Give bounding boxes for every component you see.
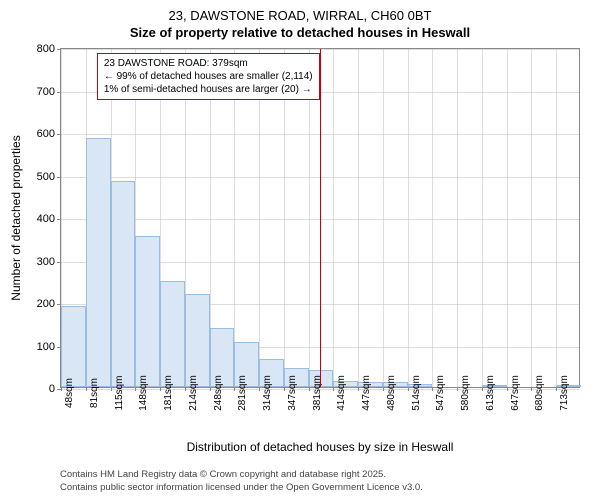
x-tick-label: 580sqm [460,375,471,411]
grid-line-vertical [383,49,384,387]
x-tick-mark [309,387,310,391]
y-tick-label: 600 [37,128,55,140]
histogram-bar [61,306,86,387]
x-tick-mark [383,387,384,391]
x-tick-mark [432,387,433,391]
x-tick-label: 480sqm [386,375,397,411]
x-tick-label: 547sqm [435,375,446,411]
y-tick-label: 300 [37,256,55,268]
histogram-bar [86,138,111,387]
chart-title-sub: Size of property relative to detached ho… [0,23,600,40]
grid-line-vertical [556,49,557,387]
x-tick-mark [135,387,136,391]
x-tick-label: 81sqm [89,378,100,408]
x-tick-label: 613sqm [485,375,496,411]
footer-line-1: Contains HM Land Registry data © Crown c… [60,469,423,481]
histogram-bar [135,236,160,387]
annotation-line: 1% of semi-detached houses are larger (2… [104,83,313,96]
y-tick-label: 700 [37,86,55,98]
x-tick-mark [482,387,483,391]
y-tick-label: 500 [37,171,55,183]
x-tick-label: 248sqm [213,375,224,411]
histogram-bar [111,181,136,387]
x-tick-label: 514sqm [411,375,422,411]
x-tick-mark [408,387,409,391]
chart-container: 23, DAWSTONE ROAD, WIRRAL, CH60 0BT Size… [0,0,600,500]
marker-line [320,49,321,387]
x-tick-label: 148sqm [138,375,149,411]
y-tick-label: 400 [37,213,55,225]
y-tick-label: 800 [37,43,55,55]
plot-area: 010020030040050060070080048sqm81sqm115sq… [60,48,580,388]
x-tick-label: 281sqm [237,375,248,411]
grid-line-vertical [507,49,508,387]
x-tick-label: 713sqm [559,375,570,411]
x-tick-mark [210,387,211,391]
footer-attribution: Contains HM Land Registry data © Crown c… [60,469,423,494]
x-tick-label: 680sqm [534,375,545,411]
grid-line-vertical [457,49,458,387]
x-tick-mark [160,387,161,391]
y-tick-label: 100 [37,341,55,353]
footer-line-2: Contains public sector information licen… [60,482,423,494]
y-tick-label: 0 [49,383,55,395]
x-tick-mark [185,387,186,391]
x-tick-mark [457,387,458,391]
x-tick-mark [333,387,334,391]
histogram-bar [185,294,210,387]
x-tick-mark [284,387,285,391]
x-tick-label: 48sqm [64,378,75,408]
x-tick-label: 314sqm [262,375,273,411]
x-tick-label: 447sqm [361,375,372,411]
annotation-box: 23 DAWSTONE ROAD: 379sqm← 99% of detache… [97,53,320,100]
grid-line-vertical [482,49,483,387]
x-tick-label: 181sqm [163,375,174,411]
chart-title-main: 23, DAWSTONE ROAD, WIRRAL, CH60 0BT [0,0,600,23]
x-tick-label: 115sqm [114,376,125,411]
annotation-line: 23 DAWSTONE ROAD: 379sqm [104,57,313,70]
y-axis-label: Number of detached properties [9,135,23,300]
x-tick-label: 347sqm [287,375,298,411]
x-tick-mark [507,387,508,391]
grid-line-vertical [432,49,433,387]
x-axis-label: Distribution of detached houses by size … [60,440,580,454]
x-tick-mark [531,387,532,391]
x-tick-mark [61,387,62,391]
x-tick-mark [86,387,87,391]
x-tick-label: 414sqm [336,375,347,411]
grid-line-vertical [408,49,409,387]
grid-line-vertical [333,49,334,387]
x-tick-label: 381sqm [312,375,323,411]
y-tick-label: 200 [37,298,55,310]
x-tick-mark [358,387,359,391]
x-tick-mark [556,387,557,391]
x-tick-label: 647sqm [510,375,521,411]
x-tick-label: 214sqm [188,375,199,411]
grid-line-vertical [358,49,359,387]
grid-line-vertical [531,49,532,387]
x-tick-mark [111,387,112,391]
histogram-bar [160,281,185,387]
x-tick-mark [259,387,260,391]
x-tick-mark [234,387,235,391]
annotation-line: ← 99% of detached houses are smaller (2,… [104,70,313,83]
